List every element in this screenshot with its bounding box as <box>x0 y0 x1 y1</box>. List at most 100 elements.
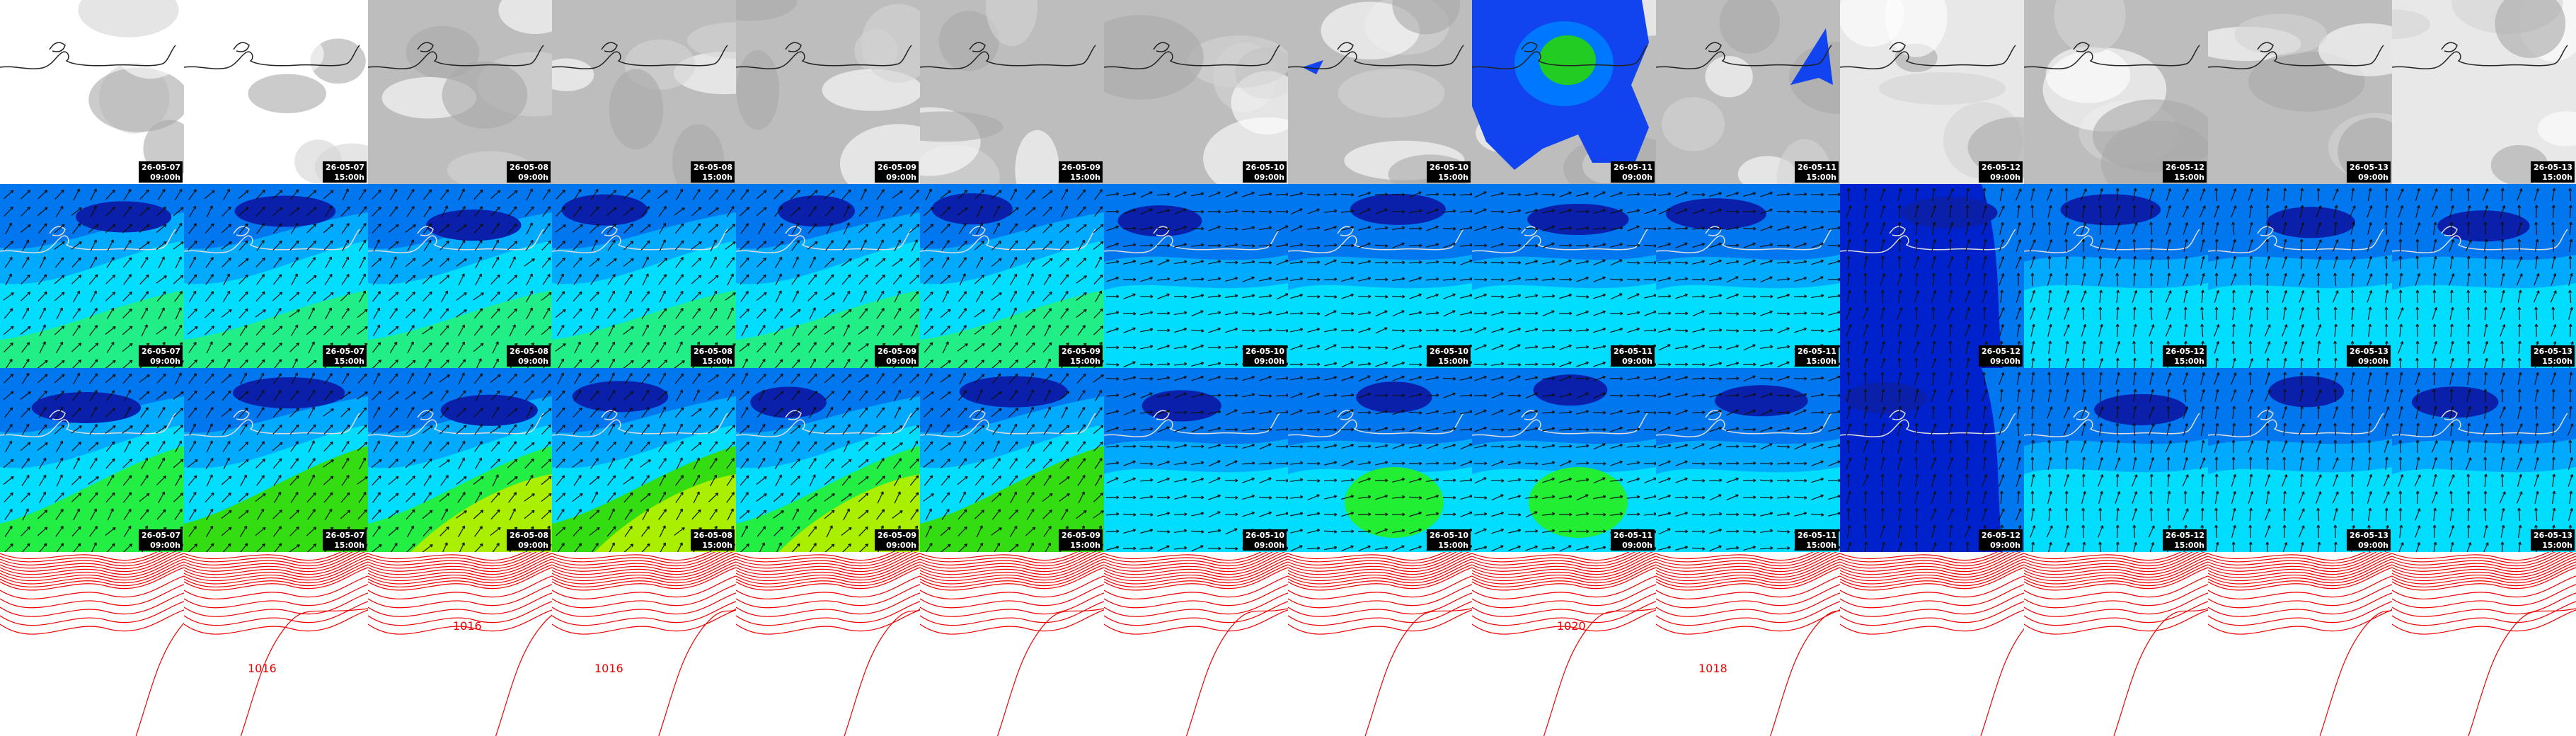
wind-arrow-head <box>180 459 184 463</box>
wind-arrow-head <box>662 290 666 294</box>
wind-arrow-head <box>2202 255 2205 260</box>
wind-arrow <box>222 441 231 452</box>
wind-arrow-head <box>1984 238 1987 243</box>
wind-arrow-head <box>946 240 950 243</box>
wind-arrow-head <box>129 308 132 312</box>
wind-arrow-head <box>1882 222 1886 226</box>
wind-arrow-head <box>194 544 198 547</box>
wind-arrow <box>909 391 919 401</box>
wind-arrow-head <box>2351 222 2355 226</box>
wind-arrow-head <box>111 441 115 445</box>
wind-arrow <box>791 274 800 285</box>
wind-arrow-head <box>95 224 99 228</box>
wind-arrow <box>3 190 14 200</box>
wind-arrow-head <box>1269 328 1272 332</box>
wind-arrow <box>607 240 616 251</box>
wind-arrow <box>439 442 449 452</box>
wind-arrow-head <box>9 407 13 410</box>
coastline <box>184 42 360 69</box>
wind-arrow-head <box>94 359 98 363</box>
wind-band <box>1472 283 1656 368</box>
wind-arrow <box>825 359 834 368</box>
wind-arrow-head <box>1418 276 1422 280</box>
wind-arrow-head <box>1586 209 1589 214</box>
wind-arrow-head <box>428 358 432 362</box>
wind-arrow-head <box>1619 293 1623 297</box>
wind-arrow <box>1276 243 1288 248</box>
wind-arrow <box>389 274 398 285</box>
wind-arrow-head <box>1418 209 1422 213</box>
wind-arrow <box>188 241 197 251</box>
wind-arrow-head <box>1333 209 1338 213</box>
wind-arrow-head <box>1837 259 1840 263</box>
wind-arrow-head <box>345 457 350 461</box>
wind-arrow-head <box>1299 243 1304 247</box>
wind-arrow <box>373 307 380 320</box>
wind-arrow <box>1675 345 1688 350</box>
wind-arrow <box>389 441 398 452</box>
wind-arrow <box>55 526 64 537</box>
wind-arrow-head <box>311 440 315 444</box>
wind-arrow-head <box>813 274 817 278</box>
wind-arrow-head <box>2065 205 2069 209</box>
wind-arrow-head <box>1736 329 1740 333</box>
wind-arrow <box>608 457 615 470</box>
wind-arrow <box>1474 191 1487 198</box>
wind-arrow <box>1760 311 1773 316</box>
wind-arrow <box>306 291 316 302</box>
wind-arrow-head <box>1065 274 1069 278</box>
wind-arrow-head <box>1234 277 1238 280</box>
wind-arrow-head <box>1701 328 1706 331</box>
wind-arrow <box>2047 188 2052 201</box>
wind-arrow <box>21 275 30 284</box>
wind-arrow <box>1897 188 1902 201</box>
wind-arrow-head <box>1149 345 1154 349</box>
wind-arrow-head <box>1535 243 1539 248</box>
wind-arrow-head <box>1436 328 1439 333</box>
wind-arrow-head <box>1620 311 1623 316</box>
wind-arrow <box>1525 209 1538 214</box>
wind-arrow-head <box>211 359 214 363</box>
wind-arrow <box>2016 239 2021 252</box>
wind-arrow-head <box>2115 272 2120 276</box>
wind-arrow-head <box>27 206 30 210</box>
wind-arrow-head <box>1863 188 1868 191</box>
wind-arrow <box>389 360 398 368</box>
wind-arrow-head <box>59 341 64 345</box>
wind-arrow <box>1675 242 1688 249</box>
wind-arrow-head <box>146 441 149 445</box>
wind-arrow <box>740 291 749 302</box>
wind-arrow <box>1259 295 1272 298</box>
wind-arrow <box>1965 307 1970 320</box>
wind-arrow-head <box>580 224 583 228</box>
wind-arrow <box>323 390 333 401</box>
wind-arrow-head <box>562 425 565 428</box>
wind-arrow <box>675 308 684 319</box>
wind-arrow <box>1140 226 1153 231</box>
wind-arrow-head <box>864 407 868 411</box>
wind-arrow <box>1627 311 1640 316</box>
wind-arrow <box>1726 226 1739 231</box>
wind-arrow-head <box>998 360 1002 364</box>
wind-arrow-head <box>2049 323 2052 328</box>
wind-arrow-head <box>1770 294 1773 299</box>
wind-arrow-head <box>814 292 817 295</box>
wind-arrow-head <box>1933 358 1937 362</box>
wind-arrow <box>1375 362 1388 367</box>
wind-arrow-head <box>2432 323 2437 327</box>
wind-arrow-head <box>744 406 749 410</box>
wind-arrow <box>526 273 533 286</box>
wind-arrow-head <box>1299 192 1304 196</box>
wind-arrow-head <box>1334 277 1338 282</box>
wind-arrow <box>2015 188 2022 201</box>
wind-arrow <box>189 423 196 436</box>
stamp-bg <box>1427 161 1471 183</box>
wind-arrow <box>204 190 215 200</box>
wind-arrow-head <box>94 389 98 393</box>
wind-arrow-head <box>1637 261 1640 265</box>
wind-arrow-head <box>464 309 467 313</box>
date-stamp: 26-05-08 <box>694 163 732 172</box>
wind-arrow-head <box>1401 310 1405 314</box>
wind-arrow-head <box>1333 362 1338 366</box>
wind-arrow-head <box>648 459 651 463</box>
